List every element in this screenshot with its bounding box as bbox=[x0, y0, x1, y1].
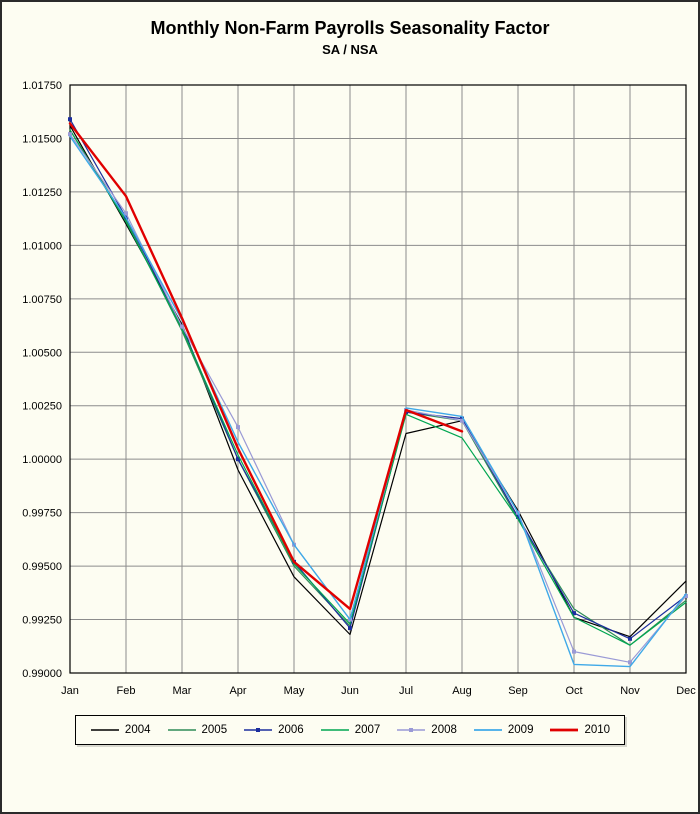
svg-text:Mar: Mar bbox=[173, 685, 192, 697]
legend-item-2006: 2006 bbox=[243, 724, 304, 736]
svg-text:Jun: Jun bbox=[341, 685, 359, 697]
legend-label: 2004 bbox=[124, 723, 151, 736]
legend-wrap: 2004 2005 2006 2007 2008 2009 2010 bbox=[2, 714, 698, 745]
svg-text:1.01750: 1.01750 bbox=[22, 80, 62, 92]
legend-line-sample bbox=[550, 728, 579, 731]
legend-label: 2010 bbox=[584, 723, 611, 736]
svg-text:Nov: Nov bbox=[620, 685, 640, 697]
svg-text:1.01500: 1.01500 bbox=[22, 133, 62, 145]
seasonality-line-chart: 0.99000 0.99250 0.99500 0.99750 1.00000 1.002… bbox=[22, 80, 696, 697]
svg-text:1.00500: 1.00500 bbox=[22, 347, 62, 359]
svg-text:Dec: Dec bbox=[676, 685, 696, 697]
legend-label: 2007 bbox=[354, 723, 381, 736]
svg-text:Feb: Feb bbox=[117, 685, 136, 697]
svg-text:0.99000: 0.99000 bbox=[22, 668, 62, 680]
svg-text:0.99250: 0.99250 bbox=[22, 614, 62, 626]
legend-line-sample bbox=[397, 727, 426, 732]
legend-line-sample bbox=[320, 728, 349, 731]
chart-header: Monthly Non-Farm Payrolls Seasonality Fa… bbox=[2, 2, 698, 57]
svg-text:1.00750: 1.00750 bbox=[22, 293, 62, 305]
chart-subtitle: SA / NSA bbox=[322, 41, 378, 57]
svg-text:0.99500: 0.99500 bbox=[22, 561, 62, 573]
legend-label: 2009 bbox=[507, 723, 534, 736]
svg-text:May: May bbox=[284, 685, 305, 697]
legend-label: 2006 bbox=[278, 723, 304, 736]
legend-line-sample bbox=[167, 728, 196, 731]
legend-item-2005: 2005 bbox=[167, 723, 228, 736]
svg-text:Oct: Oct bbox=[565, 685, 582, 697]
svg-text:Sep: Sep bbox=[508, 685, 528, 697]
legend-item-2007: 2007 bbox=[320, 723, 381, 736]
svg-text:1.01000: 1.01000 bbox=[22, 240, 62, 252]
legend-label: 2008 bbox=[431, 723, 457, 736]
svg-text:Jul: Jul bbox=[399, 685, 413, 697]
svg-text:0.99750: 0.99750 bbox=[22, 507, 62, 519]
svg-text:1.00250: 1.00250 bbox=[22, 400, 62, 412]
legend-item-2009: 2009 bbox=[473, 723, 534, 736]
svg-text:Jan: Jan bbox=[61, 685, 79, 697]
svg-text:Apr: Apr bbox=[229, 685, 246, 697]
svg-text:1.00000: 1.00000 bbox=[22, 454, 62, 466]
legend-item-2010: 2010 bbox=[549, 724, 610, 736]
legend-line-sample bbox=[90, 728, 119, 731]
legend-line-sample bbox=[244, 727, 273, 732]
legend-item-2004: 2004 bbox=[90, 724, 151, 736]
legend-item-2008: 2008 bbox=[396, 724, 457, 736]
chart-legend: 2004 2005 2006 2007 2008 2009 2010 bbox=[74, 714, 626, 745]
legend-label: 2005 bbox=[201, 723, 228, 736]
chart-title: Monthly Non-Farm Payrolls Seasonality Fa… bbox=[150, 18, 550, 38]
svg-text:1.01250: 1.01250 bbox=[22, 187, 62, 199]
svg-text:Aug: Aug bbox=[452, 685, 472, 697]
legend-line-sample bbox=[473, 728, 502, 731]
